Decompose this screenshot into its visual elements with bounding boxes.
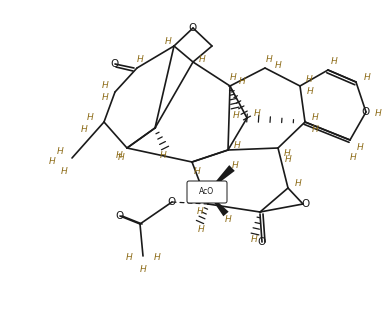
Text: H: H: [118, 154, 124, 163]
Text: H: H: [232, 160, 238, 169]
Text: H: H: [198, 225, 204, 233]
Text: H: H: [357, 144, 363, 153]
Text: H: H: [225, 216, 231, 225]
Text: H: H: [295, 179, 301, 188]
Text: H: H: [312, 124, 318, 134]
Text: H: H: [364, 72, 370, 81]
Text: H: H: [165, 37, 171, 46]
Text: H: H: [61, 168, 67, 177]
Text: O: O: [189, 23, 197, 33]
Text: H: H: [49, 158, 55, 167]
Text: H: H: [230, 72, 236, 81]
Text: H: H: [306, 75, 312, 84]
Text: H: H: [81, 125, 87, 134]
Text: H: H: [275, 61, 281, 71]
Text: H: H: [154, 253, 160, 262]
Text: O: O: [116, 211, 124, 221]
Text: H: H: [140, 265, 146, 274]
Text: O: O: [168, 197, 176, 207]
Text: H: H: [197, 207, 203, 217]
Text: H: H: [160, 152, 166, 160]
Polygon shape: [207, 165, 235, 192]
Text: H: H: [375, 110, 381, 119]
Text: H: H: [194, 167, 200, 175]
Text: H: H: [312, 114, 318, 123]
Text: H: H: [330, 56, 338, 66]
Text: H: H: [116, 152, 122, 160]
Polygon shape: [207, 192, 229, 216]
Text: H: H: [350, 154, 356, 163]
Text: O: O: [302, 199, 310, 209]
Text: H: H: [284, 149, 290, 158]
Text: H: H: [266, 55, 272, 64]
Text: O: O: [362, 107, 370, 117]
Text: H: H: [56, 148, 64, 157]
Text: H: H: [232, 111, 240, 120]
Text: H: H: [250, 236, 258, 245]
Text: H: H: [307, 86, 313, 95]
Text: H: H: [234, 142, 240, 150]
FancyBboxPatch shape: [187, 181, 227, 203]
Text: O: O: [111, 59, 119, 69]
Text: O: O: [258, 237, 266, 247]
Text: H: H: [87, 113, 93, 121]
Text: H: H: [239, 77, 245, 86]
Text: H: H: [137, 55, 143, 64]
Text: H: H: [102, 92, 108, 101]
Text: H: H: [125, 253, 132, 262]
Text: H: H: [102, 80, 108, 90]
Text: AcO: AcO: [200, 188, 214, 197]
Text: H: H: [254, 109, 260, 118]
Text: H: H: [199, 55, 205, 64]
Text: H: H: [285, 155, 291, 164]
